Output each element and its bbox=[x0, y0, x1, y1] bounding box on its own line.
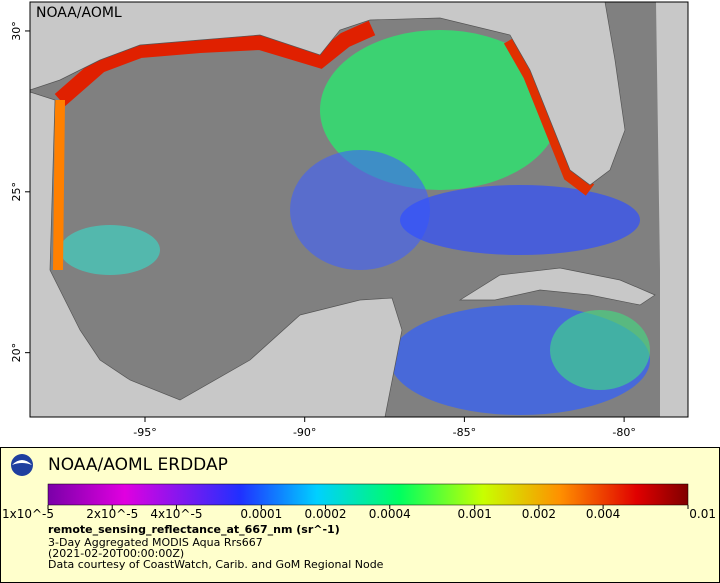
legend-title: NOAA/AOML ERDDAP bbox=[48, 455, 228, 475]
x-tick-label: -85° bbox=[453, 426, 476, 439]
variable-name: remote_sensing_reflectance_at_667_nm (sr… bbox=[48, 523, 340, 536]
legend-note: Data courtesy of CoastWatch, Carib. and … bbox=[48, 558, 384, 571]
watermark: NOAA/AOML bbox=[36, 5, 122, 21]
colorbar-tick-label: 0.004 bbox=[586, 507, 620, 521]
x-tick-label: -95° bbox=[133, 426, 156, 439]
y-tick-label: 30° bbox=[10, 21, 23, 41]
colorbar-tick-label: 0.0004 bbox=[369, 507, 411, 521]
colorbar-tick-label: 0.0002 bbox=[305, 507, 347, 521]
map bbox=[30, 2, 688, 417]
x-tick-label: -90° bbox=[293, 426, 316, 439]
colorbar-tick-label: 4x10^-5 bbox=[150, 507, 202, 521]
colorbar-tick-label: 0.01 bbox=[689, 507, 716, 521]
noaa-logo bbox=[11, 454, 33, 476]
x-tick-label: -80° bbox=[612, 426, 635, 439]
y-tick-label: 25° bbox=[10, 182, 23, 202]
colorbar-tick-label: 0.002 bbox=[522, 507, 556, 521]
colorbar-tick-label: 2x10^-5 bbox=[86, 507, 138, 521]
legend-note: 3-Day Aggregated MODIS Aqua Rrs667 bbox=[48, 536, 263, 549]
colorbar-tick-label: 1x10^-5 bbox=[2, 507, 54, 521]
colorbar bbox=[47, 483, 689, 506]
legend-note: (2021-02-20T00:00:00Z) bbox=[48, 547, 184, 560]
colorbar-tick-label: 0.001 bbox=[457, 507, 491, 521]
y-tick-label: 20° bbox=[10, 343, 23, 363]
map-frame bbox=[29, 1, 689, 418]
colorbar-tick-label: 0.0001 bbox=[240, 507, 282, 521]
